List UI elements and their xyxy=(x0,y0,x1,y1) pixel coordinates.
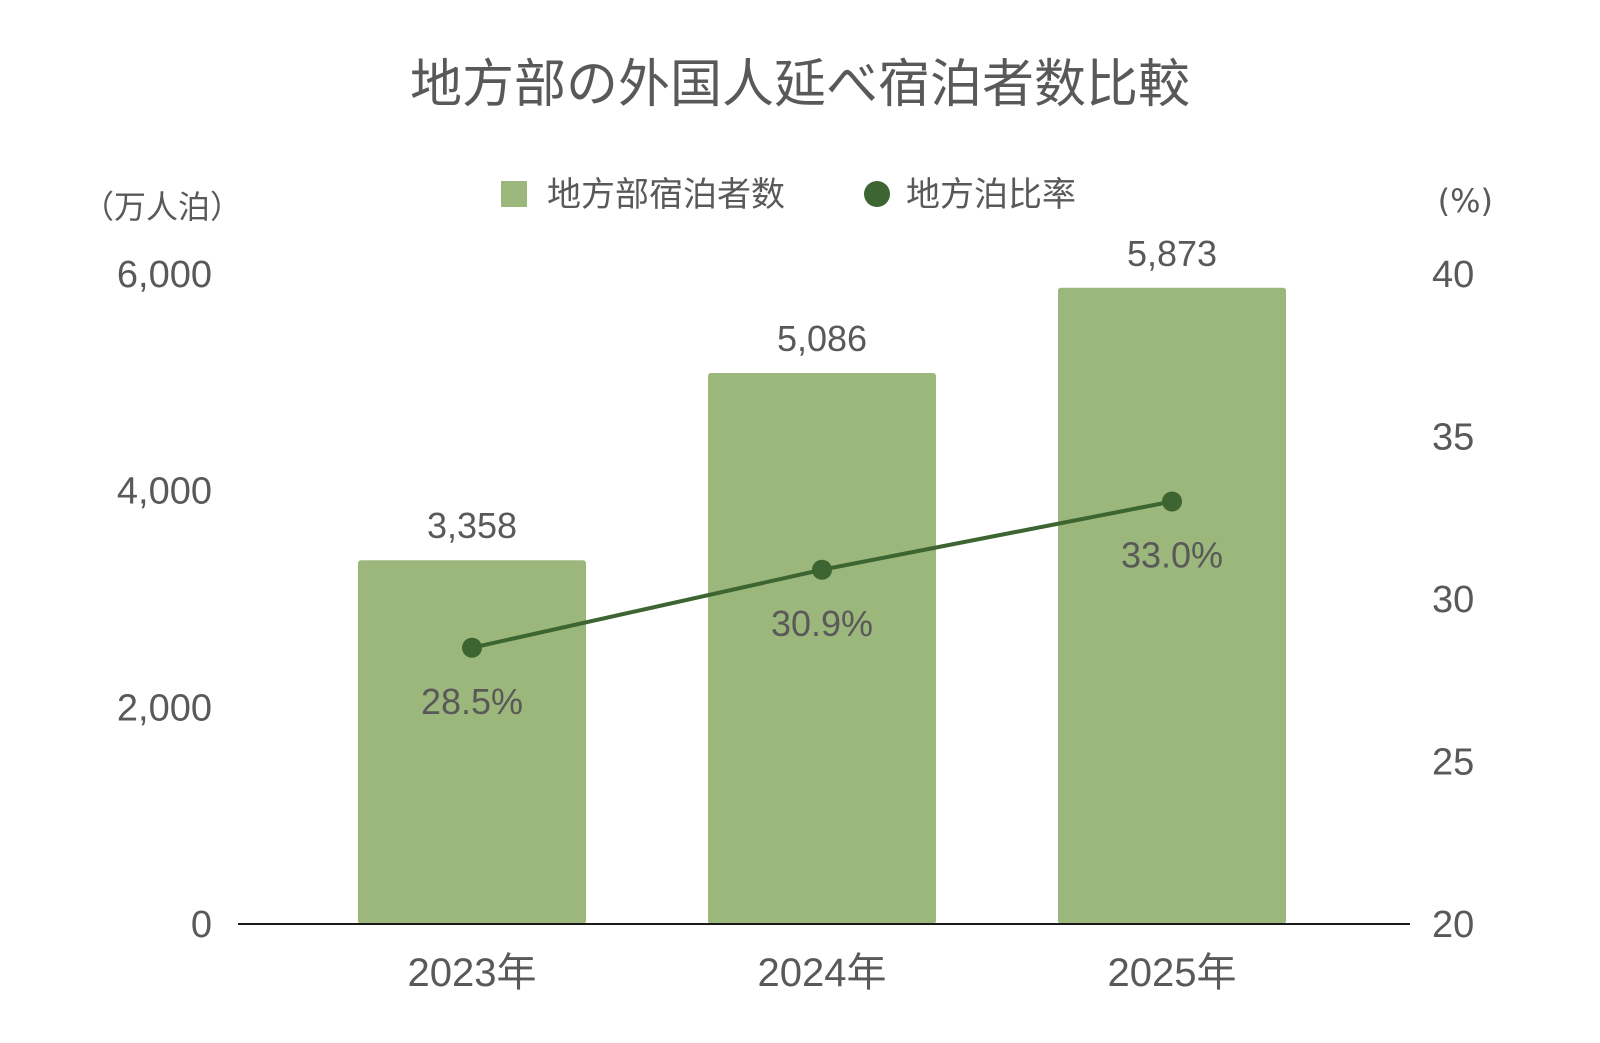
left-axis: 0 2,000 4,000 6,000 xyxy=(117,254,212,946)
bar xyxy=(1058,287,1286,925)
bar-series: 3,358 5,086 5,873 xyxy=(358,233,1286,925)
left-tick-label: 4,000 xyxy=(117,471,212,513)
x-tick-label: 2023年 xyxy=(408,951,537,995)
right-tick-label: 35 xyxy=(1432,417,1474,459)
left-axis-unit: （万人泊） xyxy=(82,188,242,226)
legend-bar-swatch xyxy=(501,181,527,207)
line-series: 28.5% 30.9% 33.0% xyxy=(421,491,1223,722)
ratio-value-label: 30.9% xyxy=(771,603,873,644)
left-tick-label: 0 xyxy=(191,904,212,946)
right-axis-unit: (%) xyxy=(1438,182,1493,220)
legend-line-marker xyxy=(864,181,890,207)
left-tick-label: 2,000 xyxy=(117,687,212,729)
ratio-value-label: 28.5% xyxy=(421,681,523,722)
right-tick-label: 40 xyxy=(1432,254,1474,296)
bar-value-label: 5,873 xyxy=(1127,233,1217,274)
ratio-point xyxy=(812,559,832,580)
right-tick-label: 30 xyxy=(1432,579,1474,621)
bar-value-label: 3,358 xyxy=(427,505,517,546)
right-tick-label: 25 xyxy=(1432,742,1474,784)
x-axis: 2023年 2024年 2025年 xyxy=(408,951,1237,995)
left-tick-label: 6,000 xyxy=(117,254,212,296)
bar xyxy=(708,373,936,924)
x-tick-label: 2025年 xyxy=(1108,951,1237,995)
legend-line-label: 地方泊比率 xyxy=(906,175,1076,215)
ratio-point xyxy=(1162,491,1182,512)
legend-bar-label: 地方部宿泊者数 xyxy=(547,175,785,215)
bar-value-label: 5,086 xyxy=(777,318,867,359)
ratio-value-label: 33.0% xyxy=(1121,535,1223,576)
right-axis: 20 25 30 35 40 xyxy=(1432,254,1474,946)
x-tick-label: 2024年 xyxy=(758,951,887,995)
chart-title: 地方部の外国人延べ宿泊者数比較 xyxy=(410,55,1190,115)
legend: 地方部宿泊者数 地方泊比率 xyxy=(501,175,1076,215)
right-tick-label: 20 xyxy=(1432,904,1474,946)
ratio-point xyxy=(462,637,482,658)
bar xyxy=(358,560,586,924)
